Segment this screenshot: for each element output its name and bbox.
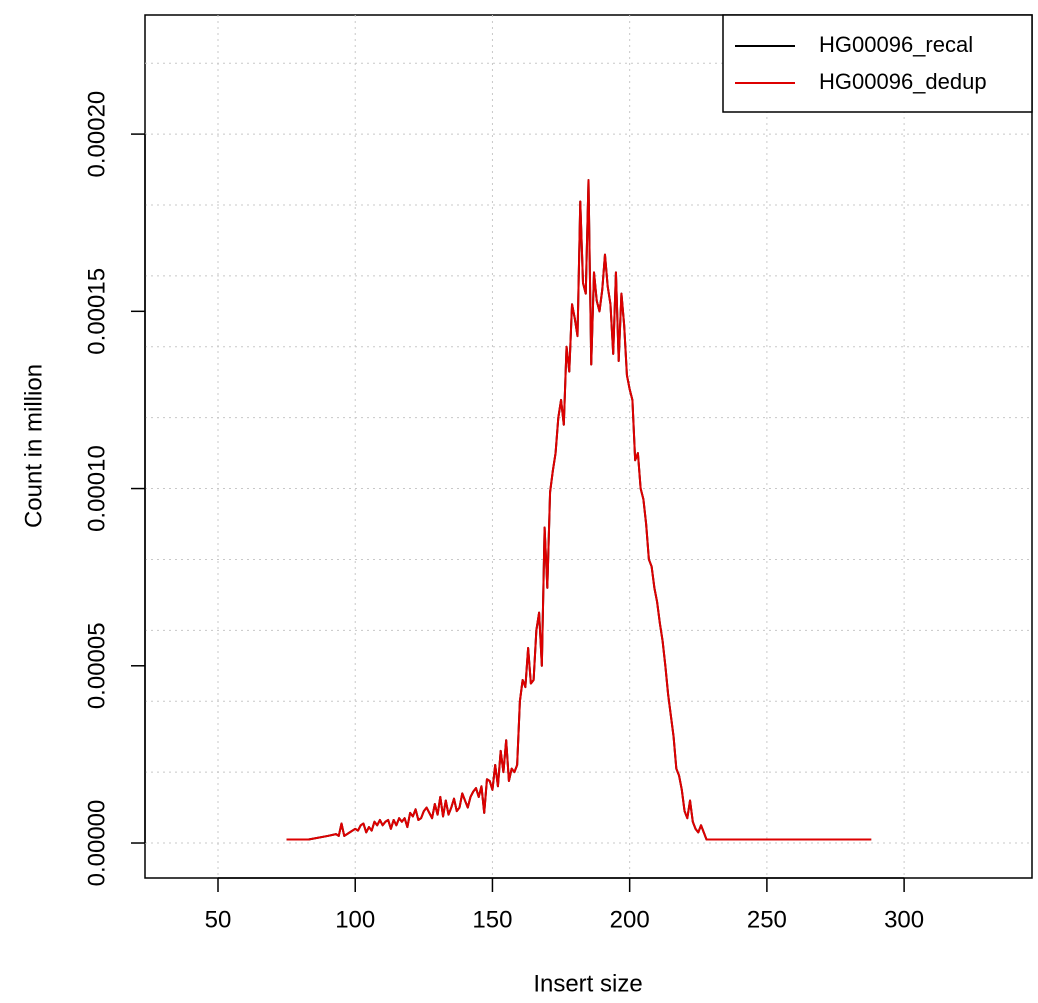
x-tick-label: 50: [205, 906, 232, 933]
y-tick-label: 0.00020: [83, 91, 110, 178]
x-tick-label: 100: [335, 906, 375, 933]
y-axis-title: Count in million: [20, 364, 47, 528]
x-axis-title: Insert size: [533, 970, 642, 997]
y-tick-label: 0.00010: [83, 445, 110, 532]
y-tick-label: 0.00000: [83, 800, 110, 887]
y-tick-label: 0.00015: [83, 268, 110, 355]
x-tick-label: 150: [472, 906, 512, 933]
legend-label: HG00096_dedup: [819, 69, 987, 94]
y-tick-label: 0.00005: [83, 622, 110, 709]
x-tick-label: 250: [747, 906, 787, 933]
legend-box: [722, 14, 1033, 113]
plot-frame: [144, 14, 1033, 879]
legend-label: HG00096_recal: [819, 32, 973, 57]
x-tick-label: 300: [884, 906, 924, 933]
x-tick-label: 200: [610, 906, 650, 933]
data-line: [286, 179, 872, 841]
